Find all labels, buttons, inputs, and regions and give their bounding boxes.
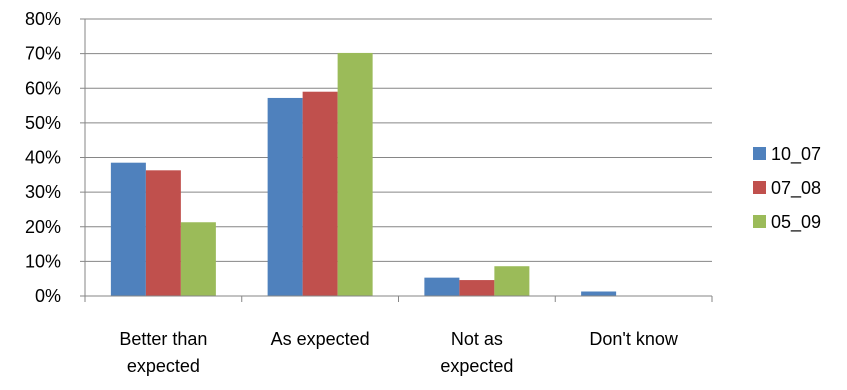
y-tick-label: 0% [35, 286, 61, 306]
x-axis-category-labels: Better than expected As expected Not as expe… [119, 329, 679, 376]
bar-10_07-3 [581, 291, 617, 296]
bar-05_09-1 [337, 52, 373, 297]
y-tick-label: 70% [25, 44, 61, 64]
bar-07_08-0 [145, 170, 181, 296]
bars [110, 52, 617, 297]
bar-10_07-1 [267, 97, 303, 296]
y-tick-label: 80% [25, 9, 61, 29]
y-tick-label: 30% [25, 182, 61, 202]
legend-swatch [753, 147, 766, 160]
bar-07_08-2 [459, 280, 495, 296]
x-category-label: Better than expected [119, 329, 207, 376]
y-axis-tick-labels: 0% 10% 20% 30% 40% 50% 60% 70% 80% [25, 9, 61, 306]
legend-swatch [753, 181, 766, 194]
y-tick-label: 40% [25, 148, 61, 168]
bar-10_07-2 [424, 277, 460, 296]
bar-07_08-1 [302, 91, 338, 297]
x-category-label: Not as expected [440, 329, 513, 376]
axes [80, 18, 713, 302]
legend-swatch [753, 215, 766, 228]
bar-05_09-2 [494, 266, 530, 296]
x-category-label: Don't know [589, 329, 678, 349]
bar-05_09-0 [180, 222, 216, 296]
y-tick-label: 50% [25, 113, 61, 133]
bar-10_07-0 [110, 162, 146, 296]
legend-label: 07_08 [771, 178, 821, 199]
y-tick-label: 10% [25, 251, 61, 271]
legend-label: 05_09 [771, 212, 821, 233]
legend-label: 10_07 [771, 144, 821, 165]
legend: 10_07 07_08 05_09 [753, 144, 821, 233]
y-tick-label: 20% [25, 217, 61, 237]
legend-item: 10_07 [753, 144, 821, 165]
x-category-label: As expected [271, 329, 370, 349]
y-tick-label: 60% [25, 78, 61, 98]
legend-item: 05_09 [753, 212, 821, 233]
legend-item: 07_08 [753, 178, 821, 199]
